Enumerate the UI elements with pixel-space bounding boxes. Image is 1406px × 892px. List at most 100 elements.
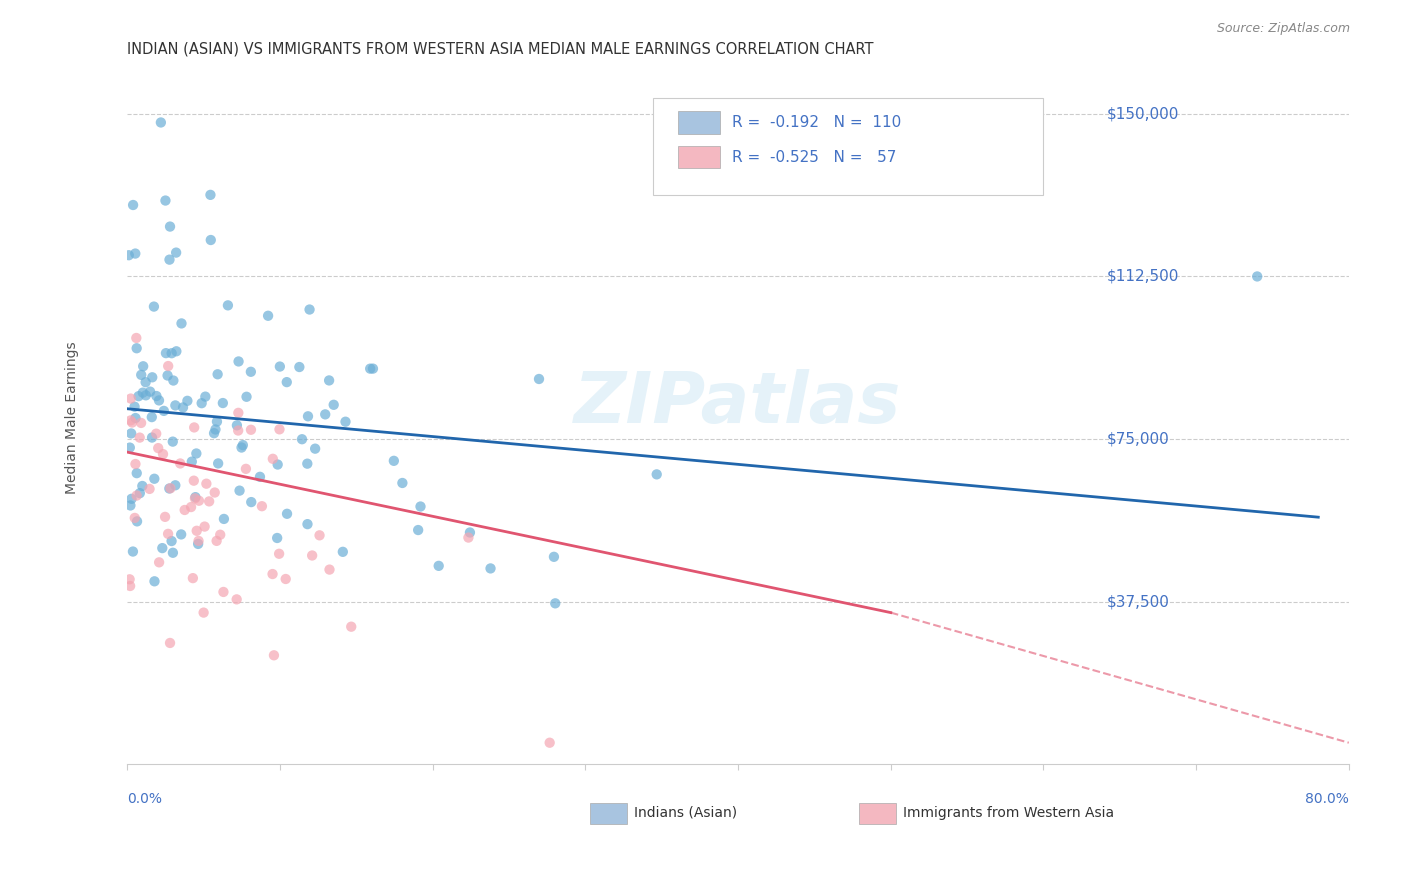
- Text: Median Male Earnings: Median Male Earnings: [65, 341, 79, 494]
- Point: [131, 479, 153, 493]
- Point: [235, 462, 257, 476]
- Point: [249, 470, 271, 484]
- Point: [155, 346, 177, 360]
- Point: [231, 441, 253, 455]
- Point: [124, 457, 146, 471]
- Point: [143, 472, 166, 486]
- Text: $112,500: $112,500: [1107, 269, 1180, 284]
- Point: [125, 331, 148, 345]
- Point: [149, 115, 172, 129]
- Point: [527, 372, 550, 386]
- Point: [162, 374, 184, 388]
- Point: [288, 359, 311, 374]
- Point: [128, 389, 150, 403]
- FancyBboxPatch shape: [678, 146, 720, 169]
- Point: [125, 489, 148, 503]
- Point: [120, 392, 142, 406]
- Point: [159, 636, 181, 650]
- Point: [118, 572, 141, 586]
- Point: [135, 375, 157, 389]
- Point: [159, 252, 181, 267]
- Point: [297, 517, 319, 532]
- Point: [157, 482, 180, 496]
- Point: [458, 525, 481, 540]
- Point: [180, 500, 202, 514]
- Point: [322, 398, 344, 412]
- Point: [318, 563, 340, 577]
- Point: [332, 545, 354, 559]
- Point: [211, 396, 233, 410]
- Point: [263, 648, 285, 663]
- Text: $37,500: $37,500: [1107, 594, 1170, 609]
- Point: [132, 359, 155, 374]
- Point: [150, 541, 173, 555]
- Point: [141, 410, 163, 425]
- Point: [318, 373, 340, 387]
- Point: [194, 519, 217, 533]
- Point: [225, 592, 247, 607]
- Point: [157, 359, 180, 373]
- Point: [122, 198, 145, 212]
- Point: [335, 415, 357, 429]
- Point: [124, 400, 146, 414]
- Point: [145, 389, 167, 403]
- Point: [266, 458, 288, 472]
- Text: Indians (Asian): Indians (Asian): [634, 806, 737, 820]
- Point: [142, 300, 165, 314]
- Point: [239, 365, 262, 379]
- Point: [205, 533, 228, 548]
- Point: [361, 361, 384, 376]
- Point: [301, 549, 323, 563]
- Point: [152, 447, 174, 461]
- Text: 0.0%: 0.0%: [128, 792, 162, 806]
- Point: [297, 409, 319, 424]
- FancyBboxPatch shape: [678, 112, 720, 134]
- Point: [176, 393, 198, 408]
- Point: [183, 474, 205, 488]
- Point: [172, 401, 194, 415]
- Point: [228, 483, 250, 498]
- Point: [195, 476, 218, 491]
- Point: [121, 491, 143, 506]
- Point: [160, 534, 183, 549]
- Point: [198, 494, 221, 508]
- Text: $150,000: $150,000: [1107, 106, 1180, 121]
- Point: [340, 620, 363, 634]
- Point: [308, 528, 330, 542]
- Point: [207, 368, 229, 382]
- Point: [162, 546, 184, 560]
- Point: [232, 438, 254, 452]
- Point: [204, 485, 226, 500]
- Point: [190, 396, 212, 410]
- Point: [132, 385, 155, 400]
- Point: [118, 441, 141, 455]
- Point: [209, 527, 232, 541]
- Point: [170, 527, 193, 541]
- Point: [262, 567, 284, 582]
- Point: [125, 466, 148, 480]
- Point: [194, 390, 217, 404]
- Point: [124, 411, 146, 425]
- Point: [269, 359, 291, 374]
- Point: [382, 454, 405, 468]
- Point: [225, 418, 247, 433]
- Point: [543, 549, 565, 564]
- Point: [257, 309, 280, 323]
- Point: [165, 245, 187, 260]
- Point: [226, 424, 249, 438]
- Point: [129, 368, 152, 382]
- Point: [314, 408, 336, 422]
- Point: [139, 384, 162, 399]
- Text: Source: ZipAtlas.com: Source: ZipAtlas.com: [1216, 22, 1350, 36]
- Point: [141, 431, 163, 445]
- Point: [186, 524, 208, 538]
- Text: R =  -0.192   N =  110: R = -0.192 N = 110: [733, 115, 901, 130]
- Point: [155, 194, 177, 208]
- Point: [304, 442, 326, 456]
- Point: [187, 533, 209, 548]
- Point: [297, 457, 319, 471]
- Point: [173, 503, 195, 517]
- Point: [212, 585, 235, 599]
- Point: [427, 558, 450, 573]
- Point: [276, 507, 298, 521]
